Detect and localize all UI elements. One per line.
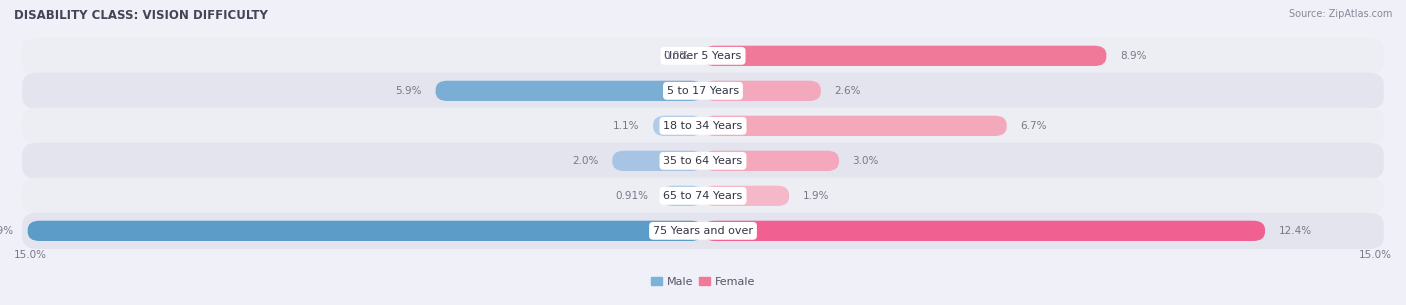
FancyBboxPatch shape — [703, 221, 1265, 241]
Text: 18 to 34 Years: 18 to 34 Years — [664, 121, 742, 131]
Text: 3.0%: 3.0% — [852, 156, 879, 166]
Text: 12.4%: 12.4% — [1278, 226, 1312, 236]
FancyBboxPatch shape — [22, 38, 1384, 74]
Text: 1.1%: 1.1% — [613, 121, 640, 131]
FancyBboxPatch shape — [654, 116, 703, 136]
Text: Under 5 Years: Under 5 Years — [665, 51, 741, 61]
Text: 2.6%: 2.6% — [834, 86, 860, 96]
FancyBboxPatch shape — [22, 108, 1384, 144]
Text: 15.0%: 15.0% — [14, 250, 46, 260]
FancyBboxPatch shape — [703, 116, 1007, 136]
Text: 1.9%: 1.9% — [803, 191, 830, 201]
FancyBboxPatch shape — [703, 46, 1107, 66]
Legend: Male, Female: Male, Female — [647, 272, 759, 292]
Text: 0.91%: 0.91% — [616, 191, 648, 201]
FancyBboxPatch shape — [22, 213, 1384, 249]
FancyBboxPatch shape — [22, 143, 1384, 179]
FancyBboxPatch shape — [22, 73, 1384, 109]
Text: 65 to 74 Years: 65 to 74 Years — [664, 191, 742, 201]
Text: 2.0%: 2.0% — [572, 156, 599, 166]
Text: 35 to 64 Years: 35 to 64 Years — [664, 156, 742, 166]
FancyBboxPatch shape — [703, 81, 821, 101]
FancyBboxPatch shape — [703, 151, 839, 171]
Text: 75 Years and over: 75 Years and over — [652, 226, 754, 236]
FancyBboxPatch shape — [22, 178, 1384, 214]
Text: 5.9%: 5.9% — [395, 86, 422, 96]
FancyBboxPatch shape — [613, 151, 703, 171]
Text: 14.9%: 14.9% — [0, 226, 14, 236]
Text: DISABILITY CLASS: VISION DIFFICULTY: DISABILITY CLASS: VISION DIFFICULTY — [14, 9, 269, 22]
Text: 15.0%: 15.0% — [1360, 250, 1392, 260]
FancyBboxPatch shape — [436, 81, 703, 101]
FancyBboxPatch shape — [703, 186, 789, 206]
Text: 6.7%: 6.7% — [1021, 121, 1047, 131]
Text: 0.0%: 0.0% — [664, 51, 689, 61]
Text: 5 to 17 Years: 5 to 17 Years — [666, 86, 740, 96]
Text: Source: ZipAtlas.com: Source: ZipAtlas.com — [1288, 9, 1392, 19]
FancyBboxPatch shape — [28, 221, 703, 241]
FancyBboxPatch shape — [662, 186, 703, 206]
Text: 8.9%: 8.9% — [1121, 51, 1146, 61]
